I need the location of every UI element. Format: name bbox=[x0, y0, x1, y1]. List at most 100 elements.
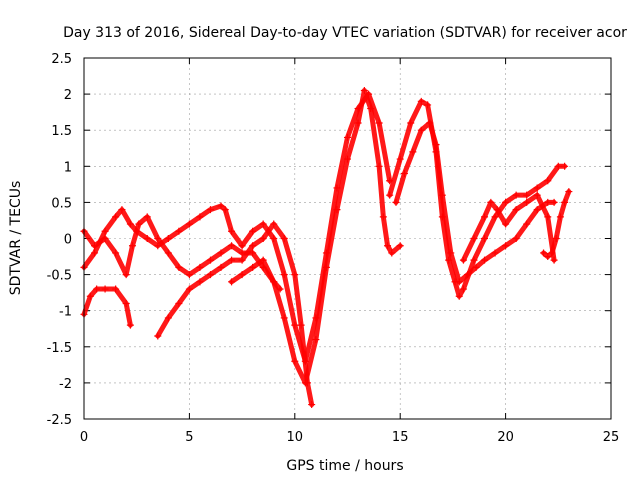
y-tick-label: 1 bbox=[64, 160, 72, 175]
data-point bbox=[112, 213, 120, 221]
data-point bbox=[91, 242, 99, 250]
data-point bbox=[400, 170, 408, 178]
data-point bbox=[470, 256, 478, 264]
data-point bbox=[523, 191, 531, 199]
data-point bbox=[455, 278, 463, 286]
data-point bbox=[238, 271, 246, 279]
x-tick-label: 15 bbox=[392, 430, 409, 445]
data-point bbox=[550, 256, 558, 264]
data-point bbox=[550, 198, 558, 206]
data-point bbox=[221, 206, 229, 214]
data-point bbox=[459, 256, 467, 264]
data-point bbox=[238, 242, 246, 250]
data-point bbox=[135, 220, 143, 228]
y-tick-label: 0.5 bbox=[51, 196, 72, 211]
series-trace bbox=[81, 91, 393, 364]
data-point bbox=[308, 401, 316, 409]
data-point bbox=[561, 162, 569, 170]
y-tick-label: -2.5 bbox=[47, 413, 72, 428]
data-point bbox=[367, 105, 375, 113]
data-point bbox=[112, 285, 120, 293]
series-trace bbox=[81, 286, 133, 328]
data-point bbox=[238, 256, 246, 264]
data-point bbox=[533, 191, 541, 199]
data-series bbox=[80, 86, 573, 409]
data-point bbox=[175, 263, 183, 271]
data-point bbox=[249, 227, 257, 235]
data-point bbox=[502, 198, 510, 206]
x-tick-label: 10 bbox=[287, 430, 304, 445]
data-point bbox=[259, 220, 267, 228]
x-tick-label: 5 bbox=[185, 430, 193, 445]
data-point bbox=[101, 235, 109, 242]
data-point bbox=[438, 191, 446, 199]
data-point bbox=[259, 256, 267, 264]
data-point bbox=[228, 256, 236, 264]
data-point bbox=[544, 198, 552, 206]
series-trace bbox=[229, 87, 403, 386]
y-tick-label: 0 bbox=[64, 233, 72, 248]
data-point bbox=[375, 162, 383, 170]
data-point bbox=[312, 336, 320, 344]
data-point bbox=[512, 191, 520, 199]
data-point bbox=[472, 263, 480, 271]
data-point bbox=[554, 162, 562, 170]
data-point bbox=[143, 235, 151, 242]
data-point bbox=[185, 285, 193, 293]
series-track-4 bbox=[154, 220, 316, 409]
data-point bbox=[164, 235, 172, 242]
data-point bbox=[523, 198, 531, 206]
data-point bbox=[426, 119, 434, 127]
data-point bbox=[384, 242, 392, 250]
data-point bbox=[196, 213, 204, 221]
data-point bbox=[544, 253, 552, 261]
data-point bbox=[344, 155, 351, 163]
data-point bbox=[502, 220, 510, 228]
y-tick-label: 2 bbox=[64, 88, 72, 103]
data-point bbox=[379, 213, 387, 221]
data-point bbox=[322, 263, 330, 271]
data-point bbox=[417, 126, 425, 134]
data-point bbox=[217, 249, 225, 257]
data-point bbox=[493, 206, 501, 214]
y-axis-label: SDTVAR / TECUs bbox=[8, 181, 24, 296]
data-point bbox=[175, 299, 183, 307]
data-point bbox=[556, 213, 564, 221]
data-point bbox=[206, 206, 214, 214]
data-point bbox=[101, 285, 109, 293]
data-point bbox=[154, 235, 162, 242]
data-point bbox=[540, 249, 548, 257]
data-point bbox=[291, 321, 299, 329]
data-point bbox=[386, 191, 394, 199]
data-point bbox=[143, 213, 151, 221]
data-point bbox=[481, 213, 489, 221]
tick-marks bbox=[83, 57, 612, 420]
grid bbox=[84, 58, 611, 419]
data-point bbox=[301, 379, 309, 387]
data-point bbox=[249, 242, 257, 250]
data-point bbox=[491, 213, 499, 221]
plot-frame bbox=[83, 57, 612, 420]
data-point bbox=[344, 133, 351, 141]
data-point bbox=[228, 242, 236, 250]
data-point bbox=[270, 220, 278, 228]
data-point bbox=[544, 213, 552, 221]
data-point bbox=[464, 271, 472, 279]
data-point bbox=[396, 242, 404, 250]
series-trace bbox=[155, 221, 315, 408]
data-point bbox=[101, 227, 109, 235]
data-point bbox=[280, 314, 288, 322]
data-point bbox=[175, 227, 183, 235]
series-track-8 bbox=[459, 191, 558, 264]
data-point bbox=[291, 271, 299, 279]
series-track-9 bbox=[540, 188, 573, 261]
data-point bbox=[487, 198, 495, 206]
data-point bbox=[333, 206, 341, 214]
data-point bbox=[491, 249, 499, 257]
data-point bbox=[354, 119, 362, 127]
data-point bbox=[459, 285, 467, 293]
data-point bbox=[447, 249, 455, 257]
data-point bbox=[270, 235, 278, 242]
data-point bbox=[228, 278, 236, 286]
